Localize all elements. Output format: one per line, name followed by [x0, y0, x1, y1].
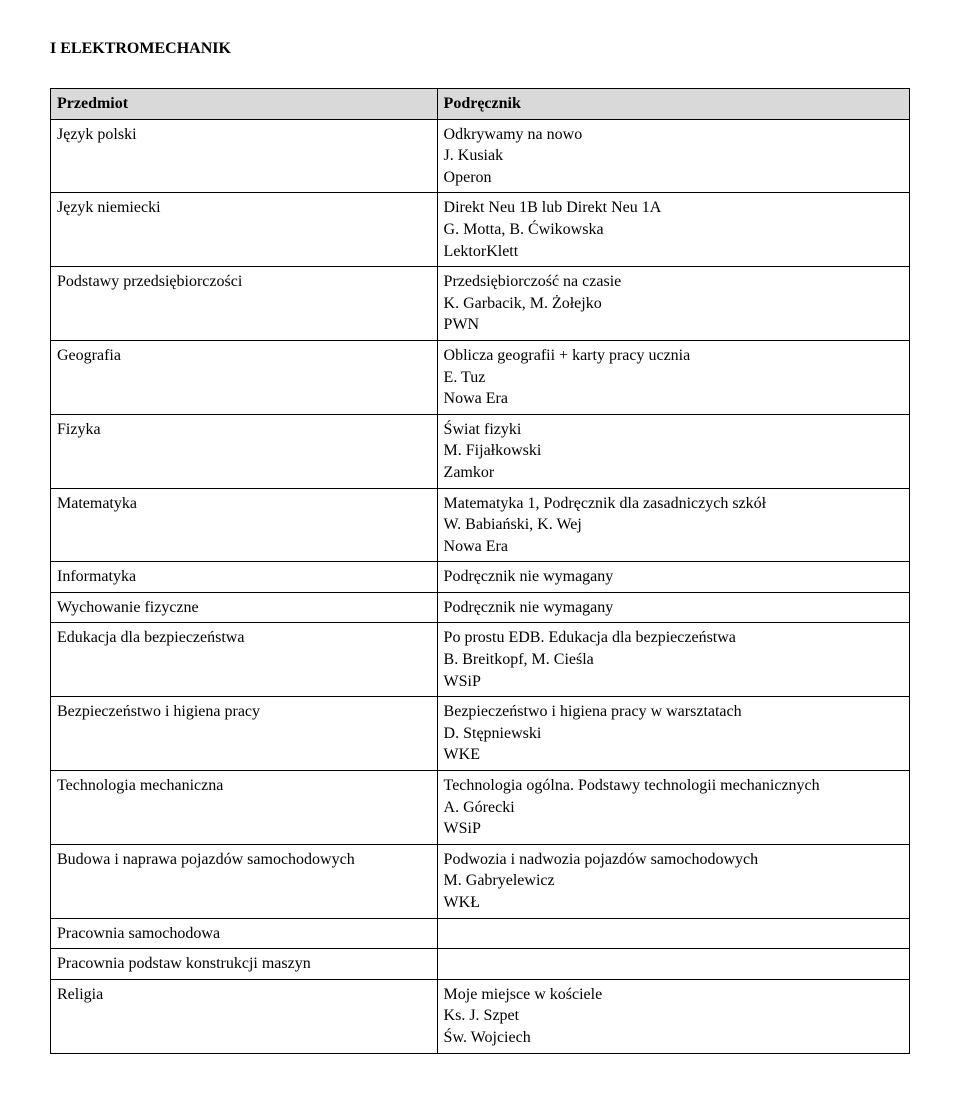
textbook-table: Przedmiot Podręcznik Język polskiOdkrywa…	[50, 88, 910, 1054]
cell-textbook: Świat fizykiM. FijałkowskiZamkor	[437, 414, 909, 488]
textbook-line: E. Tuz	[444, 367, 903, 389]
cell-subject: Religia	[51, 979, 438, 1053]
table-row: Podstawy przedsiębiorczościPrzedsiębiorc…	[51, 267, 910, 341]
cell-subject: Fizyka	[51, 414, 438, 488]
table-row: Matematyka Matematyka 1, Podręcznik dla z…	[51, 488, 910, 562]
textbook-line: B. Breitkopf, M. Cieśla	[444, 649, 903, 671]
textbook-line: WSiP	[444, 671, 903, 693]
textbook-line: K. Garbacik, M. Żołejko	[444, 293, 903, 315]
cell-textbook: Przedsiębiorczość na czasieK. Garbacik, …	[437, 267, 909, 341]
textbook-line: Podręcznik nie wymagany	[444, 566, 903, 588]
table-row: Edukacja dla bezpieczeństwa Po prostu EDB…	[51, 623, 910, 697]
column-header-subject: Przedmiot	[51, 89, 438, 120]
cell-textbook: Podręcznik nie wymagany	[437, 592, 909, 623]
table-row: FizykaŚwiat fizykiM. FijałkowskiZamkor	[51, 414, 910, 488]
table-row: Pracownia podstaw konstrukcji maszyn	[51, 949, 910, 980]
textbook-line: Podwozia i nadwozia pojazdów samochodowy…	[444, 849, 903, 871]
cell-textbook: Moje miejsce w kościeleKs. J. SzpetŚw. W…	[437, 979, 909, 1053]
cell-textbook	[437, 918, 909, 949]
textbook-line: Odkrywamy na nowo	[444, 124, 903, 146]
textbook-line: Moje miejsce w kościele	[444, 984, 903, 1006]
cell-subject: Język niemiecki	[51, 193, 438, 267]
cell-subject: Technologia mechaniczna	[51, 771, 438, 845]
table-row: ReligiaMoje miejsce w kościeleKs. J. Szp…	[51, 979, 910, 1053]
textbook-line: Direkt Neu 1B lub Direkt Neu 1A	[444, 197, 903, 219]
cell-textbook: Po prostu EDB. Edukacja dla bezpieczeńst…	[437, 623, 909, 697]
textbook-line: Po prostu EDB. Edukacja dla bezpieczeńst…	[444, 627, 903, 649]
textbook-line: WKE	[444, 744, 903, 766]
cell-subject: Edukacja dla bezpieczeństwa	[51, 623, 438, 697]
cell-textbook: Podręcznik nie wymagany	[437, 562, 909, 593]
table-row: Budowa i naprawa pojazdów samochodowych P…	[51, 844, 910, 918]
cell-textbook: Oblicza geografii + karty pracy uczniaE.…	[437, 340, 909, 414]
cell-subject: Geografia	[51, 340, 438, 414]
table-row: Technologia mechaniczna Technologia ogóln…	[51, 771, 910, 845]
textbook-line: Operon	[444, 167, 903, 189]
cell-textbook: Technologia ogólna. Podstawy technologii…	[437, 771, 909, 845]
textbook-line: WSiP	[444, 818, 903, 840]
textbook-line: Zamkor	[444, 462, 903, 484]
cell-subject: Budowa i naprawa pojazdów samochodowych	[51, 844, 438, 918]
textbook-line: M. Fijałkowski	[444, 440, 903, 462]
textbook-line: Bezpieczeństwo i higiena pracy w warszta…	[444, 701, 903, 723]
table-row: Język niemieckiDirekt Neu 1B lub Direkt …	[51, 193, 910, 267]
table-row: GeografiaOblicza geografii + karty pracy…	[51, 340, 910, 414]
textbook-line: W. Babiański, K. Wej	[444, 514, 903, 536]
cell-textbook	[437, 949, 909, 980]
textbook-line: Św. Wojciech	[444, 1027, 903, 1049]
textbook-line: Przedsiębiorczość na czasie	[444, 271, 903, 293]
cell-subject: Wychowanie fizyczne	[51, 592, 438, 623]
textbook-line: Świat fizyki	[444, 419, 903, 441]
textbook-line: Podręcznik nie wymagany	[444, 597, 903, 619]
textbook-line: Nowa Era	[444, 388, 903, 410]
cell-textbook: Odkrywamy na nowoJ. KusiakOperon	[437, 119, 909, 193]
textbook-line: Matematyka 1, Podręcznik dla zasadniczyc…	[444, 493, 903, 515]
textbook-line: A. Górecki	[444, 797, 903, 819]
table-row: Pracownia samochodowa	[51, 918, 910, 949]
textbook-line: Ks. J. Szpet	[444, 1005, 903, 1027]
page-title: I ELEKTROMECHANIK	[50, 40, 910, 58]
cell-subject: Pracownia podstaw konstrukcji maszyn	[51, 949, 438, 980]
cell-subject: Bezpieczeństwo i higiena pracy	[51, 697, 438, 771]
textbook-line: WKŁ	[444, 892, 903, 914]
textbook-line: D. Stępniewski	[444, 723, 903, 745]
textbook-line: Nowa Era	[444, 536, 903, 558]
cell-subject: Matematyka	[51, 488, 438, 562]
cell-subject: Podstawy przedsiębiorczości	[51, 267, 438, 341]
cell-subject: Język polski	[51, 119, 438, 193]
cell-textbook: Direkt Neu 1B lub Direkt Neu 1AG. Motta,…	[437, 193, 909, 267]
table-header-row: Przedmiot Podręcznik	[51, 89, 910, 120]
cell-textbook: Podwozia i nadwozia pojazdów samochodowy…	[437, 844, 909, 918]
table-row: Bezpieczeństwo i higiena pracy Bezpieczeń…	[51, 697, 910, 771]
textbook-line: Oblicza geografii + karty pracy ucznia	[444, 345, 903, 367]
column-header-textbook: Podręcznik	[437, 89, 909, 120]
textbook-line: PWN	[444, 314, 903, 336]
table-row: Wychowanie fizyczne Podręcznik nie wymaga…	[51, 592, 910, 623]
table-row: Informatyka Podręcznik nie wymagany	[51, 562, 910, 593]
textbook-line: LektorKlett	[444, 241, 903, 263]
textbook-line: J. Kusiak	[444, 145, 903, 167]
textbook-line: M. Gabryelewicz	[444, 870, 903, 892]
cell-textbook: Matematyka 1, Podręcznik dla zasadniczyc…	[437, 488, 909, 562]
cell-subject: Informatyka	[51, 562, 438, 593]
cell-subject: Pracownia samochodowa	[51, 918, 438, 949]
table-row: Język polskiOdkrywamy na nowoJ. KusiakOp…	[51, 119, 910, 193]
textbook-line: G. Motta, B. Ćwikowska	[444, 219, 903, 241]
cell-textbook: Bezpieczeństwo i higiena pracy w warszta…	[437, 697, 909, 771]
textbook-line: Technologia ogólna. Podstawy technologii…	[444, 775, 903, 797]
